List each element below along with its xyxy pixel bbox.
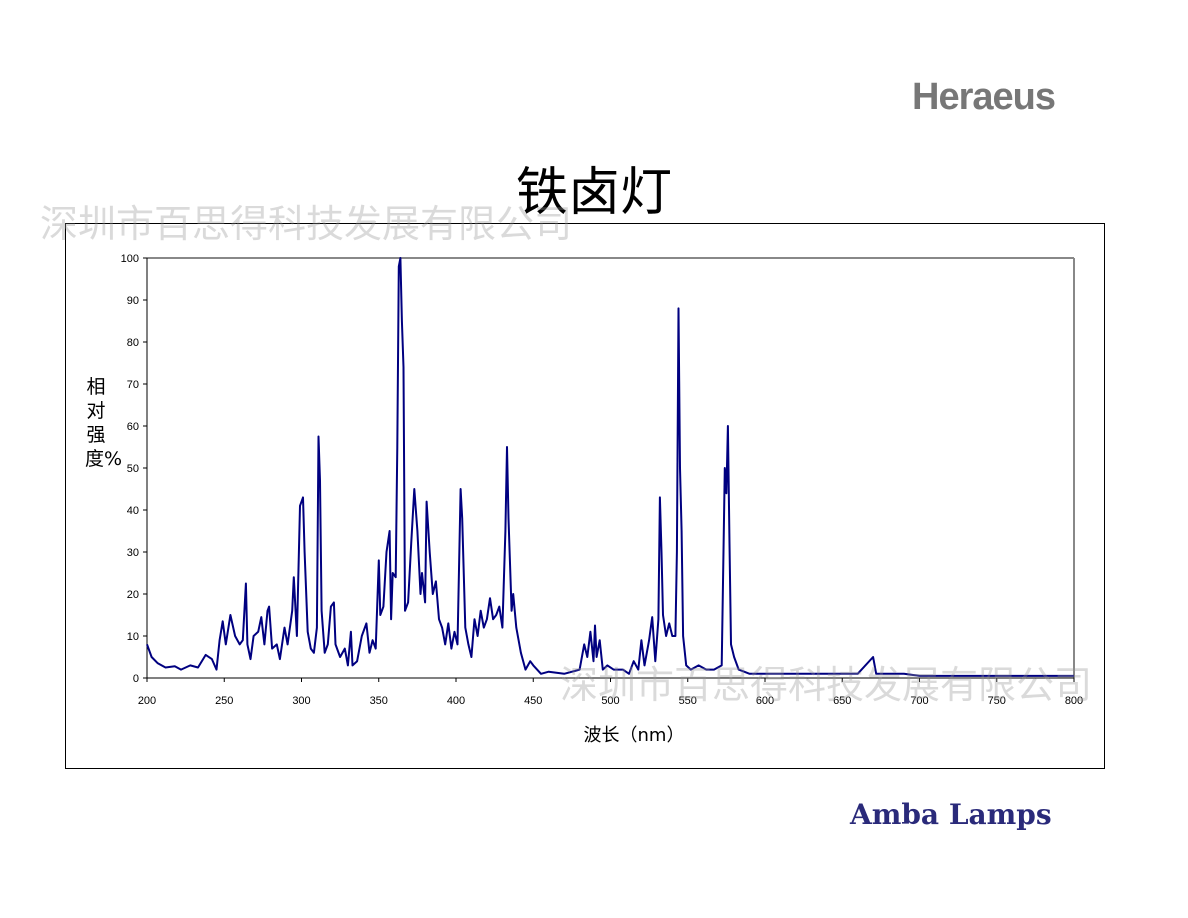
y-tick-label: 70	[127, 379, 139, 391]
y-tick-label: 30	[127, 547, 139, 559]
footer-brand: Amba Lamps	[850, 798, 1052, 831]
x-tick-label: 350	[370, 695, 388, 707]
x-tick-label: 250	[215, 695, 233, 707]
x-tick-label: 700	[910, 695, 928, 707]
title: 铁卤灯	[515, 163, 672, 223]
x-tick-label: 450	[524, 695, 542, 707]
y-tick-label: 10	[127, 631, 139, 643]
x-tick-label: 650	[833, 695, 851, 707]
y-tick-label: 60	[127, 421, 139, 433]
x-tick-label: 600	[756, 695, 774, 707]
x-axis-label: 波长（nm）	[584, 725, 685, 746]
y-axis-label: 相对强度%	[85, 376, 123, 470]
watermark: 深圳市百思得科技发展有限公司	[40, 202, 573, 246]
x-tick-label: 800	[1065, 695, 1083, 707]
x-tick-label: 500	[601, 695, 619, 707]
y-tick-label: 100	[121, 253, 139, 265]
watermark: 深圳市百思得科技发展有限公司	[560, 663, 1093, 707]
y-tick-label: 90	[127, 295, 139, 307]
x-tick-label: 400	[447, 695, 465, 707]
x-tick-label: 300	[292, 695, 310, 707]
spectrum-line	[146, 257, 1074, 677]
x-tick-label: 750	[988, 695, 1006, 707]
x-tick-label: 200	[138, 695, 156, 707]
y-tick-label: 40	[127, 505, 139, 517]
x-tick-label: 550	[679, 695, 697, 707]
y-tick-label: 80	[127, 337, 139, 349]
y-tick-label: 20	[127, 589, 139, 601]
brand: Heraeus	[912, 76, 1056, 118]
y-tick-label: 50	[127, 463, 139, 475]
chart-frame	[65, 223, 1105, 769]
y-tick-label: 0	[133, 673, 139, 685]
